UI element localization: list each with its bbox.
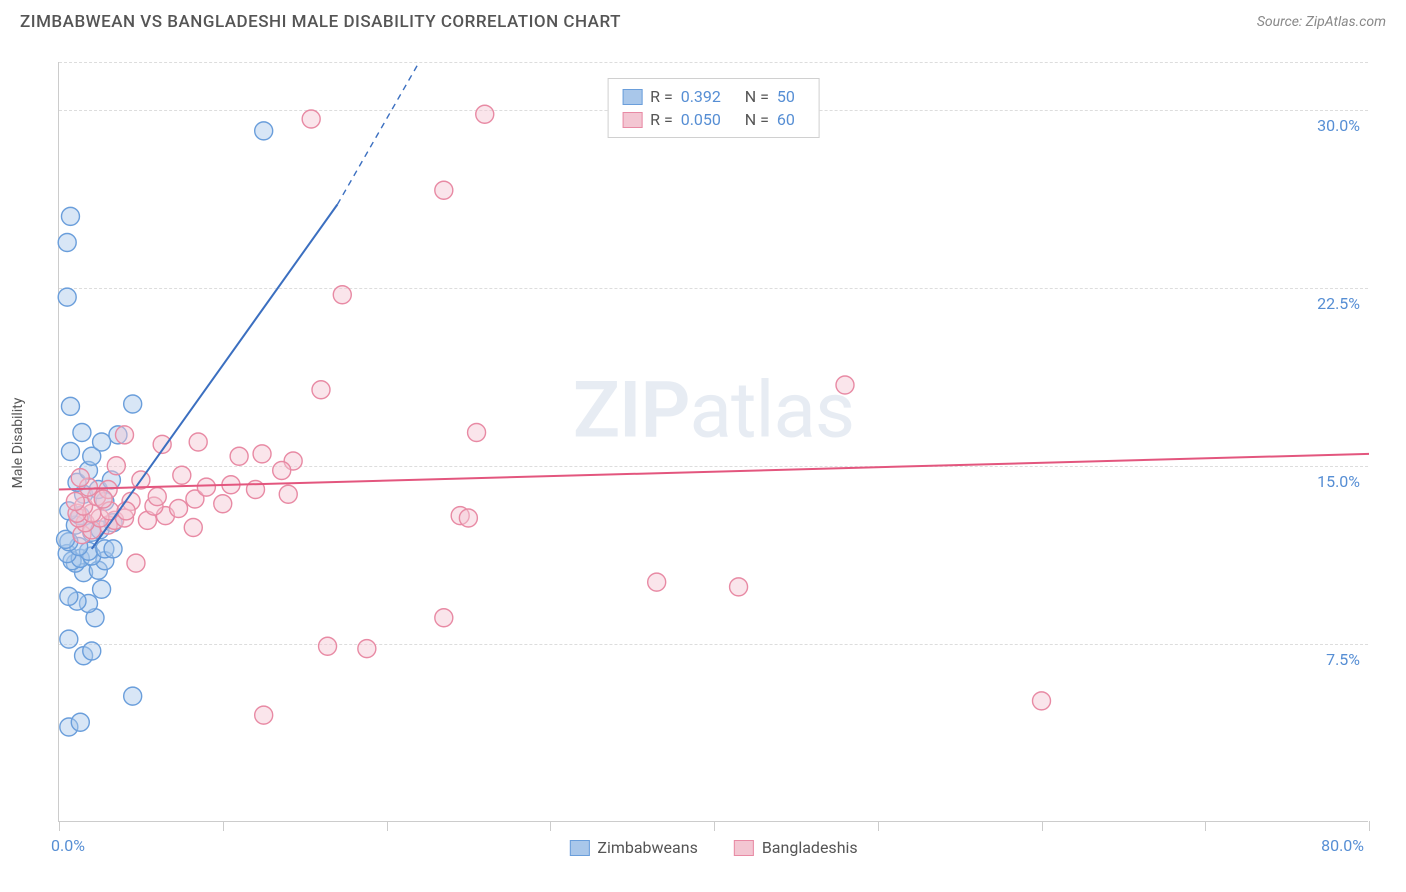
x-tick [223,821,224,831]
scatter-point [189,433,207,451]
scatter-point [148,488,166,506]
source-label: Source: ZipAtlas.com [1257,14,1386,30]
scatter-point [302,110,320,128]
scatter-point [468,424,486,442]
scatter-point [253,445,271,463]
scatter-point [273,462,291,480]
legend-swatch [622,89,642,105]
scatter-point [184,519,202,537]
scatter-point [66,492,84,510]
trend-line [92,205,338,549]
scatter-point [255,122,273,140]
y-tick-label: 15.0% [1317,472,1360,491]
x-tick [1205,821,1206,831]
r-label: R = [650,110,673,129]
n-label: N = [745,87,769,106]
scatter-point [170,500,188,518]
plot-svg [59,62,1368,821]
n-value: 60 [777,110,805,129]
scatter-point [648,573,666,591]
scatter-point [61,443,79,461]
r-value: 0.050 [681,110,737,129]
scatter-point [459,509,477,527]
scatter-point [73,424,91,442]
scatter-point [279,485,297,503]
legend-swatch [622,112,642,128]
scatter-point [214,495,232,513]
scatter-point [60,630,78,648]
scatter-point [71,469,89,487]
scatter-point [476,105,494,123]
r-value: 0.392 [681,87,737,106]
trend-line-dashed [337,62,419,205]
scatter-point [312,381,330,399]
legend-swatch [569,840,589,856]
scatter-point [730,578,748,596]
x-tick [1042,821,1043,831]
scatter-point [71,713,89,731]
scatter-point [333,286,351,304]
scatter-point [107,457,125,475]
x-tick-label: 0.0% [51,836,85,855]
scatter-point [104,540,122,558]
x-tick [550,821,551,831]
scatter-point [319,637,337,655]
scatter-point [83,642,101,660]
n-label: N = [745,110,769,129]
scatter-point [1033,692,1051,710]
r-label: R = [650,87,673,106]
x-tick [878,821,879,831]
x-tick [59,821,60,831]
scatter-point [255,706,273,724]
scatter-point [58,234,76,252]
scatter-point [358,640,376,658]
legend-item: Zimbabweans [569,838,697,857]
x-tick [387,821,388,831]
y-tick-label: 22.5% [1317,294,1360,313]
chart-container: Male Disability ZIPatlas R =0.392N =50R … [46,48,1386,838]
scatter-point [116,426,134,444]
legend-row: R = 0.050 N = 60 [622,108,805,131]
x-tick [714,821,715,831]
scatter-point [230,447,248,465]
n-value: 50 [777,87,805,106]
legend-swatch [734,840,754,856]
scatter-point [124,687,142,705]
scatter-point [58,288,76,306]
series-legend: Zimbabweans Bangladeshis [569,838,857,857]
legend-item: Bangladeshis [734,838,858,857]
scatter-point [124,395,142,413]
scatter-point [94,490,112,508]
y-tick-label: 30.0% [1317,116,1360,135]
scatter-point [61,207,79,225]
scatter-point [127,554,145,572]
x-tick-label: 80.0% [1321,836,1364,855]
chart-title: ZIMBABWEAN VS BANGLADESHI MALE DISABILIT… [20,12,621,32]
scatter-point [197,478,215,496]
series-name: Zimbabweans [597,838,697,857]
plot-area: ZIPatlas R =0.392N =50R =0.050N =60 Zimb… [58,62,1368,822]
scatter-point [61,397,79,415]
x-tick [1369,821,1370,831]
scatter-point [836,376,854,394]
scatter-point [93,433,111,451]
correlation-legend: R = 0.392 N = 50 R = 0.050 N = 60 [607,78,820,138]
scatter-point [173,466,191,484]
scatter-point [435,181,453,199]
series-name: Bangladeshis [762,838,858,857]
y-axis-label: Male Disability [10,398,26,489]
scatter-point [60,587,78,605]
scatter-point [93,580,111,598]
legend-row: R = 0.392 N = 50 [622,85,805,108]
scatter-point [435,609,453,627]
y-tick-label: 7.5% [1326,650,1360,669]
